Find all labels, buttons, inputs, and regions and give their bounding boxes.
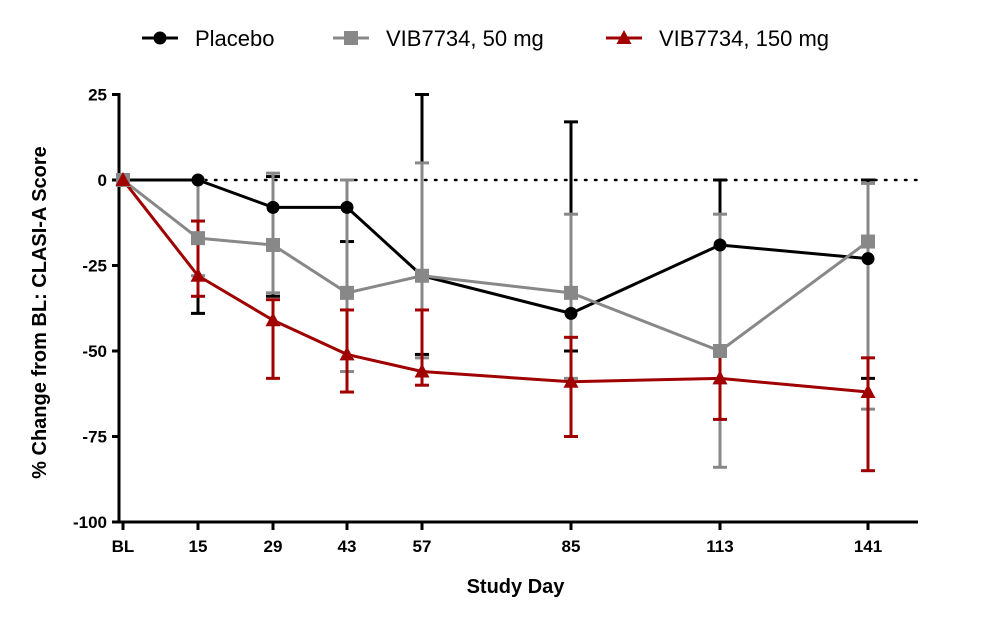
data-point [861,234,875,249]
data-point [191,173,205,187]
y-tick-label: 0 [98,171,107,190]
series-layer [115,93,876,473]
data-point [266,200,280,214]
series-vib7734-50-mg-points [116,173,875,358]
data-point [340,285,354,300]
x-tick-label: BL [112,537,135,556]
legend-label: Placebo [195,26,275,51]
data-point [340,200,354,214]
series-line-vib7734-150-mg [121,179,869,394]
y-tick-label: 25 [88,86,107,105]
y-tick-label: -25 [82,257,107,276]
x-tick-label: 113 [706,537,733,556]
x-ticks: BL 15 29 43 57 85 113 141 [112,522,882,556]
data-point [265,312,281,327]
data-point [860,384,876,399]
legend-label: VIB7734, 150 mg [659,26,829,51]
data-point [115,172,131,186]
legend: Placebo VIB7734, 50 mg VIB7734, 150 mg [142,26,829,51]
x-tick-label: 15 [189,537,208,556]
data-point [713,238,727,252]
y-tick-label: -50 [82,342,107,361]
data-point [564,306,578,320]
legend-item-vib7734-150-mg: VIB7734, 150 mg [606,26,829,51]
series-line-vib7734-50-mg [122,178,869,353]
data-point [564,285,578,300]
y-ticks: 25 0 -25 -50 -75 -100 [73,86,119,532]
data-point [861,252,875,266]
y-tick-label: -100 [73,513,107,532]
series-line-placebo [123,178,869,315]
series-placebo-points [116,173,875,320]
data-point [415,268,429,283]
data-point [712,370,728,385]
data-point [713,344,727,358]
data-point [191,231,205,246]
x-tick-label: 43 [338,537,357,556]
legend-label: VIB7734, 50 mg [386,26,544,51]
series-placebo-errorbars [191,93,875,380]
data-point [563,373,579,388]
axes: 25 0 -25 -50 -75 -100 BL 15 29 43 57 85 113 141 [73,86,918,556]
data-point [339,346,355,361]
x-tick-label: 29 [264,537,283,556]
x-tick-label: 57 [413,537,432,556]
x-axis-title: Study Day [467,576,566,598]
legend-marker-triangle-icon [616,30,632,44]
data-point [414,363,430,378]
y-tick-label: -75 [82,428,107,447]
legend-marker-square-icon [344,31,358,45]
data-point [190,267,206,282]
legend-item-placebo: Placebo [142,26,275,51]
y-axis-title: % Change from BL: CLASI-A Score [29,146,51,479]
x-tick-label: 141 [854,537,882,556]
series-vib7734-150-mg-points [115,172,876,399]
legend-marker-circle-icon [153,31,167,45]
data-point [266,237,280,252]
x-tick-label: 85 [562,537,581,556]
legend-item-vib7734-50-mg: VIB7734, 50 mg [333,26,544,51]
